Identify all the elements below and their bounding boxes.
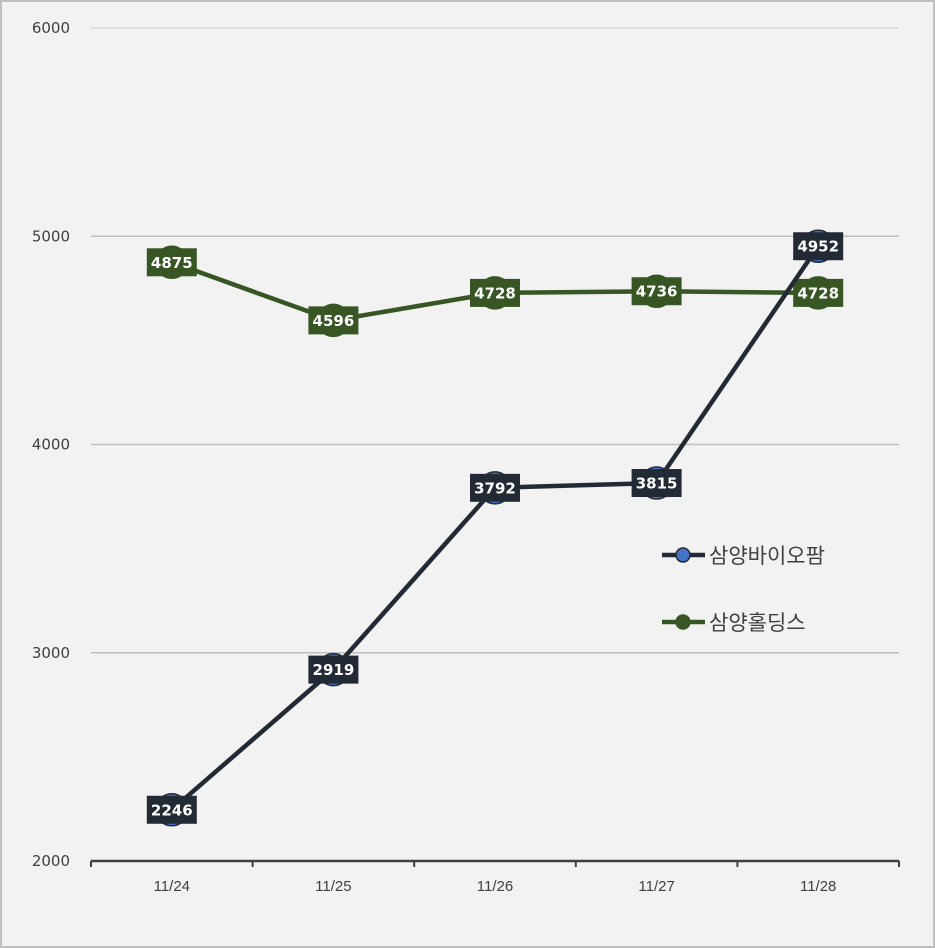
legend-item-0[interactable]: 삼양바이오팜 (662, 544, 825, 568)
data-label: 4736 (636, 283, 678, 301)
x-tick-label: 11/24 (154, 878, 190, 895)
data-label-box (146, 248, 197, 277)
data-label-box (146, 795, 197, 824)
gridlines (91, 27, 899, 654)
y-tick-label: 5000 (32, 227, 70, 245)
x-tick-label: 11/27 (638, 878, 674, 895)
series-group: 4875 4596 4728 4736 4728 2246 2919 3792 3815 4952 (146, 229, 844, 827)
y-tick-label: 3000 (32, 644, 70, 662)
y-tick-label: 6000 (32, 19, 70, 37)
data-label-box (308, 306, 359, 335)
series-line (170, 244, 821, 812)
data-label-box (793, 278, 844, 307)
y-tick-label: 4000 (32, 436, 70, 454)
legend-marker-icon (675, 547, 691, 563)
data-label-box (631, 469, 682, 498)
x-tick-label: 11/26 (477, 878, 513, 895)
series-1: 4875 4596 4728 4736 4728 (146, 245, 844, 338)
x-axis: 11/24 11/25 11/26 11/27 11/28 (90, 859, 900, 895)
data-label-box (470, 473, 520, 502)
data-label: 2919 (313, 661, 355, 679)
data-label: 3792 (474, 479, 516, 497)
x-tick-label: 11/25 (315, 878, 351, 895)
data-label: 4952 (797, 238, 839, 256)
data-label: 4875 (151, 254, 193, 272)
data-label: 4728 (474, 284, 516, 302)
series-0: 2246 2919 3792 3815 4952 (146, 229, 844, 827)
y-axis: 2000 3000 4000 5000 6000 (32, 19, 70, 870)
legend-label: 삼양바이오팜 (709, 544, 825, 568)
data-label-box (308, 655, 359, 684)
data-label: 4728 (797, 284, 839, 302)
data-label-box (793, 232, 844, 261)
data-label-box (631, 277, 682, 306)
legend-marker-icon (675, 614, 691, 630)
legend-item-1[interactable]: 삼양홀딩스 (662, 611, 806, 635)
data-label: 4596 (313, 312, 355, 330)
data-label-box (470, 278, 520, 307)
x-tick-label: 11/28 (800, 878, 836, 895)
data-label: 2246 (151, 801, 193, 819)
data-label: 3815 (636, 475, 678, 493)
y-tick-label: 2000 (32, 852, 70, 870)
legend-label: 삼양홀딩스 (709, 611, 806, 635)
